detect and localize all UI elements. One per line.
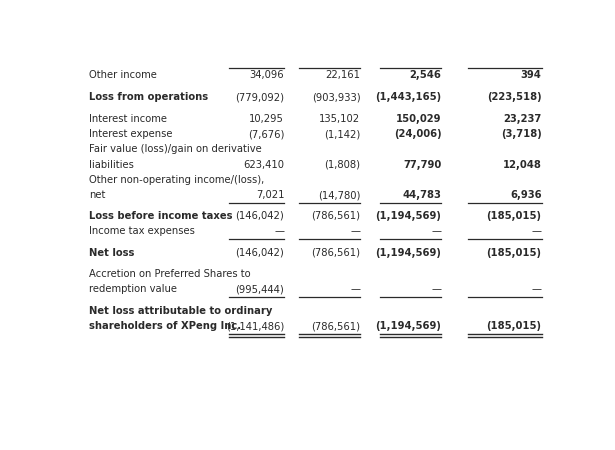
Text: (1,142): (1,142) xyxy=(324,129,360,139)
Text: (1,194,569): (1,194,569) xyxy=(376,248,442,258)
Text: (903,933): (903,933) xyxy=(312,92,360,103)
Text: 623,410: 623,410 xyxy=(243,160,284,170)
Text: (146,042): (146,042) xyxy=(236,248,284,258)
Text: Accretion on Preferred Shares to: Accretion on Preferred Shares to xyxy=(89,269,250,279)
Text: 6,936: 6,936 xyxy=(510,190,542,200)
Text: (24,006): (24,006) xyxy=(394,129,442,139)
Text: —: — xyxy=(531,226,542,236)
Text: —: — xyxy=(351,284,360,294)
Text: shareholders of XPeng Inc.: shareholders of XPeng Inc. xyxy=(89,321,241,331)
Text: (1,141,486): (1,141,486) xyxy=(226,321,284,331)
Text: Fair value (loss)/gain on derivative: Fair value (loss)/gain on derivative xyxy=(89,144,261,154)
Text: 10,295: 10,295 xyxy=(249,114,284,124)
Text: 44,783: 44,783 xyxy=(403,190,442,200)
Text: 23,237: 23,237 xyxy=(503,114,542,124)
Text: Interest expense: Interest expense xyxy=(89,129,172,139)
Text: 77,790: 77,790 xyxy=(403,160,442,170)
Text: (7,676): (7,676) xyxy=(248,129,284,139)
Text: 7,021: 7,021 xyxy=(256,190,284,200)
Text: (223,518): (223,518) xyxy=(487,92,542,103)
Text: (185,015): (185,015) xyxy=(486,321,542,331)
Text: (185,015): (185,015) xyxy=(486,248,542,258)
Text: —: — xyxy=(432,226,442,236)
Text: 12,048: 12,048 xyxy=(502,160,542,170)
Text: Loss from operations: Loss from operations xyxy=(89,92,208,103)
Text: 2,546: 2,546 xyxy=(410,70,442,80)
Text: (786,561): (786,561) xyxy=(311,211,360,221)
Text: (1,194,569): (1,194,569) xyxy=(376,321,442,331)
Text: (1,808): (1,808) xyxy=(325,160,360,170)
Text: (786,561): (786,561) xyxy=(311,321,360,331)
Text: Other income: Other income xyxy=(89,70,157,80)
Text: Interest income: Interest income xyxy=(89,114,167,124)
Text: redemption value: redemption value xyxy=(89,284,177,294)
Text: (786,561): (786,561) xyxy=(311,248,360,258)
Text: 34,096: 34,096 xyxy=(250,70,284,80)
Text: 394: 394 xyxy=(521,70,542,80)
Text: (1,194,569): (1,194,569) xyxy=(376,211,442,221)
Text: Income tax expenses: Income tax expenses xyxy=(89,226,195,236)
Text: 135,102: 135,102 xyxy=(319,114,360,124)
Text: Net loss: Net loss xyxy=(89,248,134,258)
Text: —: — xyxy=(432,284,442,294)
Text: —: — xyxy=(351,226,360,236)
Text: net: net xyxy=(89,190,105,200)
Text: Loss before income taxes: Loss before income taxes xyxy=(89,211,232,221)
Text: (146,042): (146,042) xyxy=(236,211,284,221)
Text: liabilities: liabilities xyxy=(89,160,133,170)
Text: (3,718): (3,718) xyxy=(501,129,542,139)
Text: (779,092): (779,092) xyxy=(235,92,284,103)
Text: (995,444): (995,444) xyxy=(236,284,284,294)
Text: —: — xyxy=(274,226,284,236)
Text: Other non-operating income/(loss),: Other non-operating income/(loss), xyxy=(89,175,264,185)
Text: 22,161: 22,161 xyxy=(325,70,360,80)
Text: (185,015): (185,015) xyxy=(486,211,542,221)
Text: Net loss attributable to ordinary: Net loss attributable to ordinary xyxy=(89,306,272,316)
Text: —: — xyxy=(531,284,542,294)
Text: 150,029: 150,029 xyxy=(396,114,442,124)
Text: (1,443,165): (1,443,165) xyxy=(375,92,442,103)
Text: (14,780): (14,780) xyxy=(318,190,360,200)
